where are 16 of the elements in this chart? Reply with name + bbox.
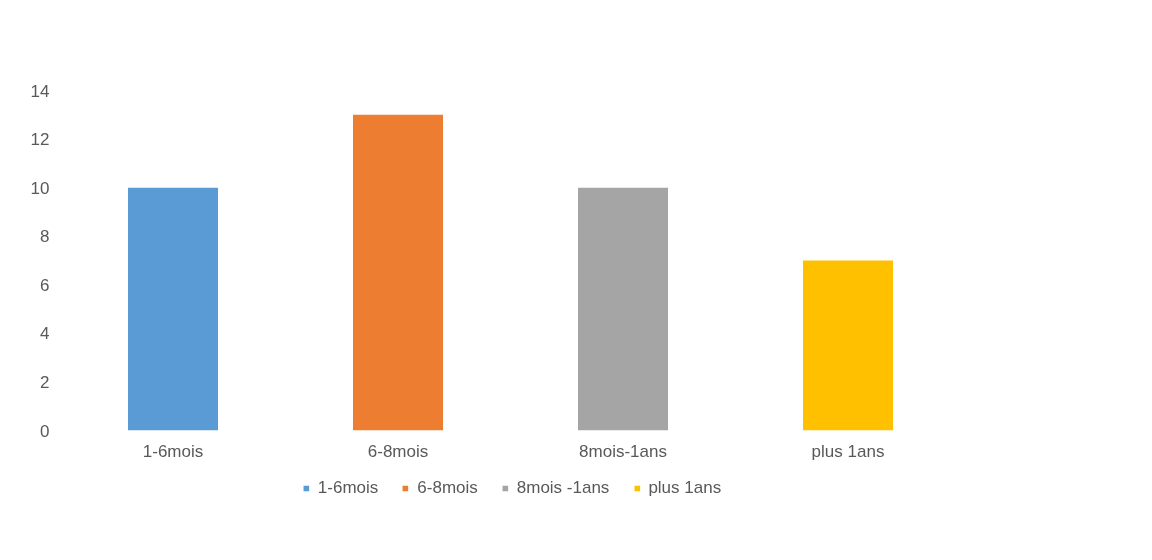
- x-tick-label: 1-6mois: [142, 441, 204, 461]
- y-tick-label: 14: [30, 81, 50, 101]
- y-tick-label: 0: [40, 421, 50, 441]
- y-tick-label: 10: [30, 178, 50, 198]
- legend-label: 6-8mois: [417, 478, 478, 498]
- y-tick-label: 2: [40, 372, 50, 392]
- y-tick-label: 6: [40, 275, 50, 295]
- legend-label: 1-6mois: [317, 478, 379, 498]
- y-tick-label: 12: [30, 130, 50, 150]
- y-tick-label: 4: [40, 324, 50, 344]
- y-tick-label: 8: [40, 227, 50, 247]
- x-tick-label: plus 1ans: [811, 441, 885, 461]
- x-tick-label: 6-8mois: [367, 441, 429, 461]
- legend-label: 8mois -1ans: [516, 478, 610, 498]
- x-tick-label: 8mois-1ans: [579, 441, 667, 461]
- legend-label: plus 1ans: [648, 478, 722, 498]
